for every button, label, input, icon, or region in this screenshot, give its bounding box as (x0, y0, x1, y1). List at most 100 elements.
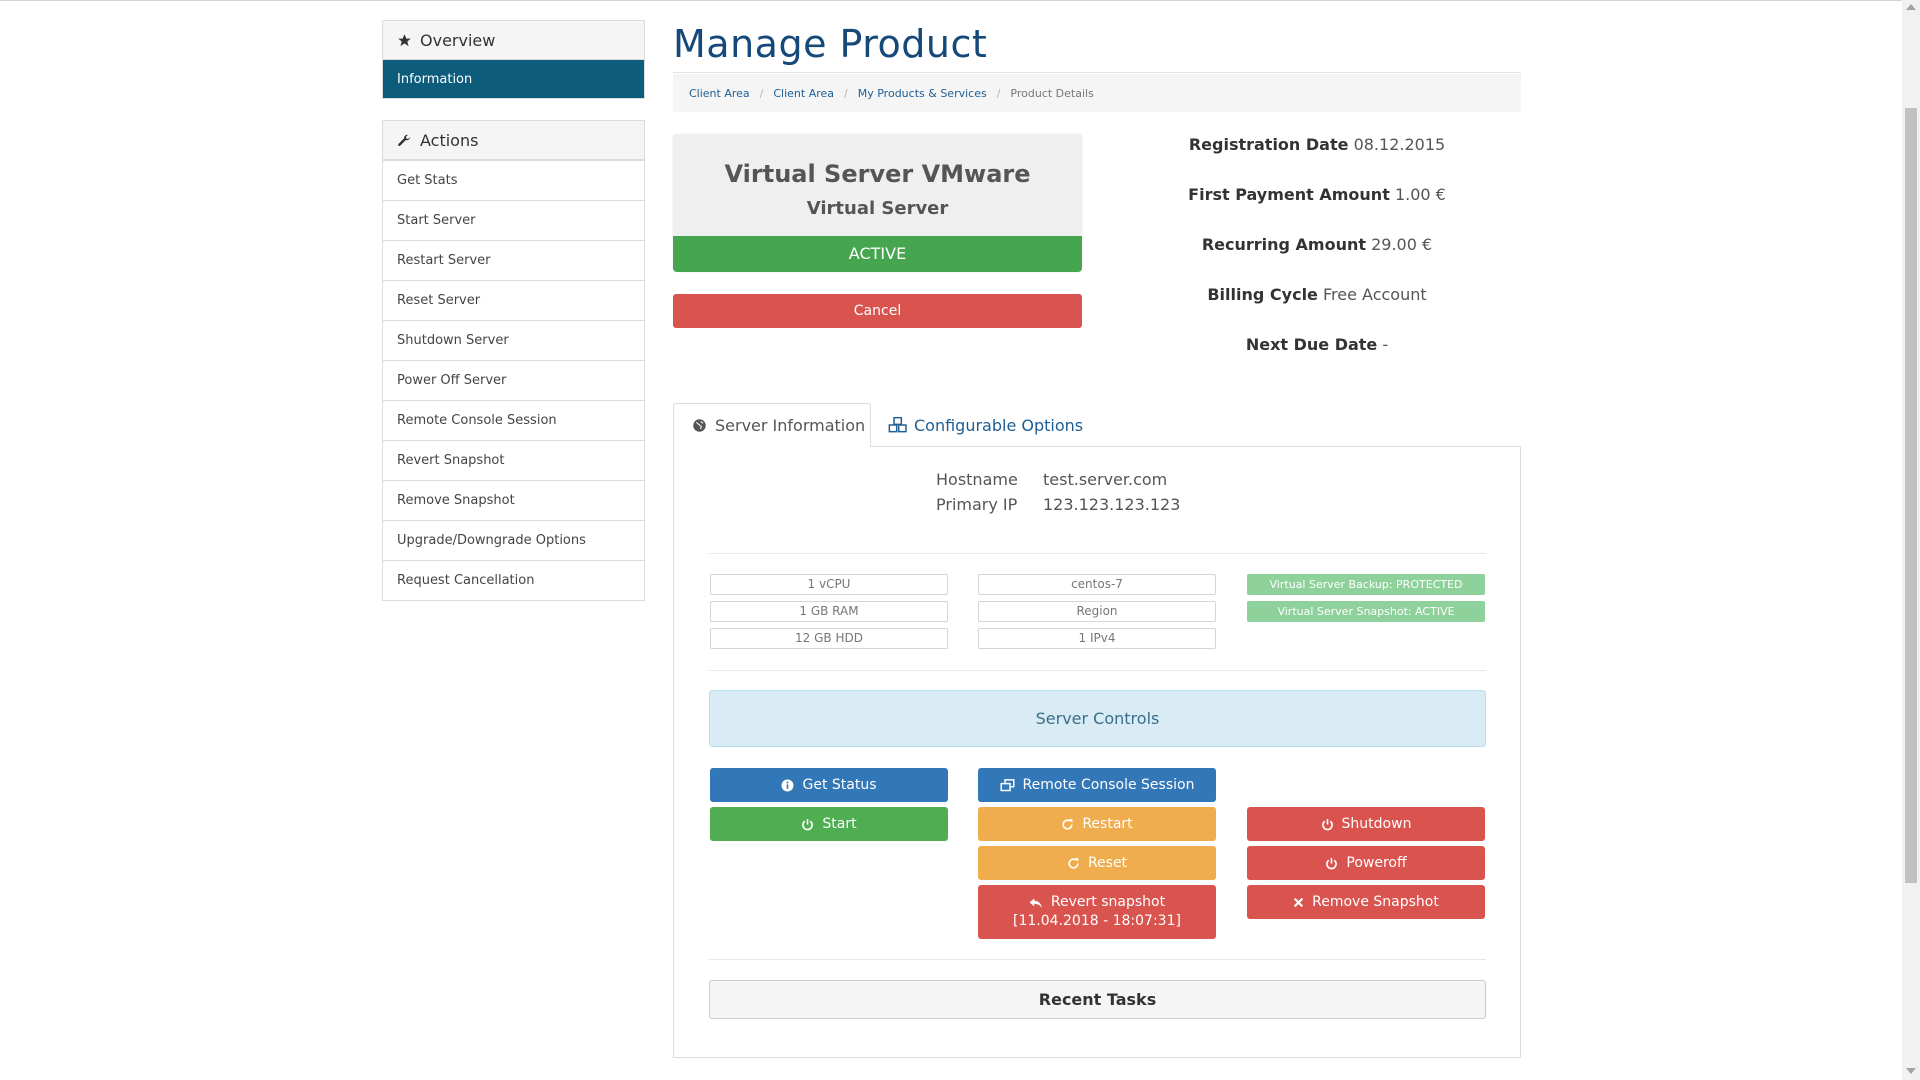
breadcrumb-current: Product Details (1010, 86, 1094, 100)
next-due-date: Next Due Date - (1117, 335, 1517, 354)
scroll-down-arrow-icon[interactable] (1906, 1068, 1916, 1074)
server-controls-header: Server Controls (709, 690, 1486, 747)
breadcrumb-separator: / (844, 86, 848, 100)
primary-ip-label: Primary IP (936, 495, 1018, 514)
breadcrumb: Client Area / Client Area / My Products … (673, 74, 1521, 112)
title-divider (673, 72, 1521, 73)
poweroff-button[interactable]: Poweroff (1247, 846, 1485, 880)
shutdown-label: Shutdown (1341, 816, 1412, 832)
divider (709, 670, 1486, 671)
recurring-amount-value: 29.00 € (1371, 235, 1433, 254)
divider (709, 553, 1486, 554)
power-icon (1326, 857, 1338, 869)
globe-icon (693, 419, 706, 432)
page-title: Manage Product (673, 22, 988, 66)
spec-ipv4: 1 IPv4 (978, 628, 1216, 649)
registration-date-value: 08.12.2015 (1353, 135, 1446, 154)
spec-disk: 12 GB HDD (710, 628, 948, 649)
sidebar-item-request-cancellation[interactable]: Request Cancellation (383, 560, 644, 600)
overview-header: Overview (383, 21, 644, 60)
reply-icon (1029, 897, 1042, 908)
reset-button[interactable]: Reset (978, 846, 1216, 880)
billing-cycle-value: Free Account (1323, 285, 1427, 304)
sidebar-item-power-off-server[interactable]: Power Off Server (383, 360, 644, 400)
hostname-label: Hostname (936, 470, 1018, 489)
breadcrumb-client-area-2[interactable]: Client Area (773, 86, 835, 100)
actions-title: Actions (420, 130, 479, 150)
sidebar-item-upgrade-downgrade[interactable]: Upgrade/Downgrade Options (383, 520, 644, 560)
overview-panel: Overview Information (382, 20, 645, 99)
restart-label: Restart (1082, 816, 1133, 832)
tab-configurable-options-label: Configurable Options (914, 415, 1084, 435)
sidebar-item-get-stats[interactable]: Get Stats (383, 160, 644, 200)
tab-configurable-options[interactable]: Configurable Options (888, 403, 1083, 447)
remote-console-button[interactable]: Remote Console Session (978, 768, 1216, 802)
refresh-icon (1068, 857, 1079, 869)
billing-cycle: Billing Cycle Free Account (1117, 285, 1517, 304)
sidebar-item-information[interactable]: Information (383, 60, 644, 98)
sidebar-item-shutdown-server[interactable]: Shutdown Server (383, 320, 644, 360)
spec-region: Region (978, 601, 1216, 622)
cancel-button[interactable]: Cancel (673, 294, 1082, 328)
snapshot-status-badge: Virtual Server Snapshot: ACTIVE (1247, 601, 1485, 622)
power-icon (802, 818, 814, 830)
spec-ram: 1 GB RAM (710, 601, 948, 622)
breadcrumb-separator: / (759, 86, 764, 100)
overview-title: Overview (420, 30, 496, 50)
scroll-up-arrow-icon[interactable] (1906, 4, 1916, 10)
first-payment: First Payment Amount 1.00 € (1117, 185, 1517, 204)
top-border (0, 0, 1920, 1)
product-card: Virtual Server VMware Virtual Server ACT… (673, 134, 1082, 272)
sidebar-item-revert-snapshot[interactable]: Revert Snapshot (383, 440, 644, 480)
recurring-amount-label: Recurring Amount (1201, 235, 1367, 254)
sidebar-item-reset-server[interactable]: Reset Server (383, 280, 644, 320)
first-payment-label: First Payment Amount (1188, 185, 1390, 204)
product-name: Virtual Server VMware (724, 160, 1031, 188)
actions-panel: Actions Get Stats Start Server Restart S… (382, 120, 645, 601)
primary-ip-value: 123.123.123.123 (1043, 495, 1181, 514)
revert-snapshot-button[interactable]: Revert snapshot [11.04.2018 - 18:07:31] (978, 885, 1216, 939)
sidebar-item-restart-server[interactable]: Restart Server (383, 240, 644, 280)
hostname-value: test.server.com (1043, 470, 1168, 489)
recurring-amount: Recurring Amount 29.00 € (1117, 235, 1517, 254)
get-status-label: Get Status (802, 777, 877, 793)
window-restore-icon (1000, 778, 1015, 791)
remove-snapshot-button[interactable]: Remove Snapshot (1247, 885, 1485, 919)
sidebar-item-remove-snapshot[interactable]: Remove Snapshot (383, 480, 644, 520)
tab-server-information[interactable]: Server Information (673, 403, 871, 447)
recent-tasks-header[interactable]: Recent Tasks (709, 980, 1486, 1019)
revert-snapshot-row: Revert snapshot (1029, 893, 1165, 912)
scrollbar-thumb[interactable] (1905, 108, 1917, 883)
actions-header: Actions (383, 121, 644, 160)
sidebar-item-remote-console[interactable]: Remote Console Session (383, 400, 644, 440)
reset-label: Reset (1087, 855, 1128, 871)
start-label: Start (822, 816, 857, 832)
registration-date-label: Registration Date (1188, 135, 1349, 154)
status-badge: ACTIVE (673, 236, 1082, 272)
product-type: Virtual Server (806, 198, 949, 219)
divider (709, 959, 1486, 960)
power-icon (1321, 818, 1333, 830)
star-icon (398, 33, 411, 46)
backup-status-badge: Virtual Server Backup: PROTECTED (1247, 574, 1485, 595)
start-button[interactable]: Start (710, 807, 948, 841)
billing-cycle-label: Billing Cycle (1207, 285, 1318, 304)
registration-date: Registration Date 08.12.2015 (1117, 135, 1517, 154)
sidebar-item-start-server[interactable]: Start Server (383, 200, 644, 240)
cubes-icon (888, 417, 907, 433)
tab-content-panel (673, 446, 1521, 1058)
breadcrumb-separator: / (996, 86, 1001, 100)
get-status-button[interactable]: Get Status (710, 768, 948, 802)
breadcrumb-client-area-1[interactable]: Client Area (689, 86, 750, 100)
spec-cpu: 1 vCPU (710, 574, 948, 595)
poweroff-label: Poweroff (1346, 855, 1407, 871)
revert-snapshot-date: [11.04.2018 - 18:07:31] (1013, 913, 1181, 929)
restart-button[interactable]: Restart (978, 807, 1216, 841)
next-due-date-value: - (1382, 335, 1389, 354)
remote-console-label: Remote Console Session (1022, 777, 1195, 793)
shutdown-button[interactable]: Shutdown (1247, 807, 1485, 841)
spec-os: centos-7 (978, 574, 1216, 595)
refresh-icon (1062, 818, 1073, 830)
first-payment-value: 1.00 € (1394, 185, 1446, 204)
breadcrumb-my-products[interactable]: My Products & Services (857, 86, 987, 100)
